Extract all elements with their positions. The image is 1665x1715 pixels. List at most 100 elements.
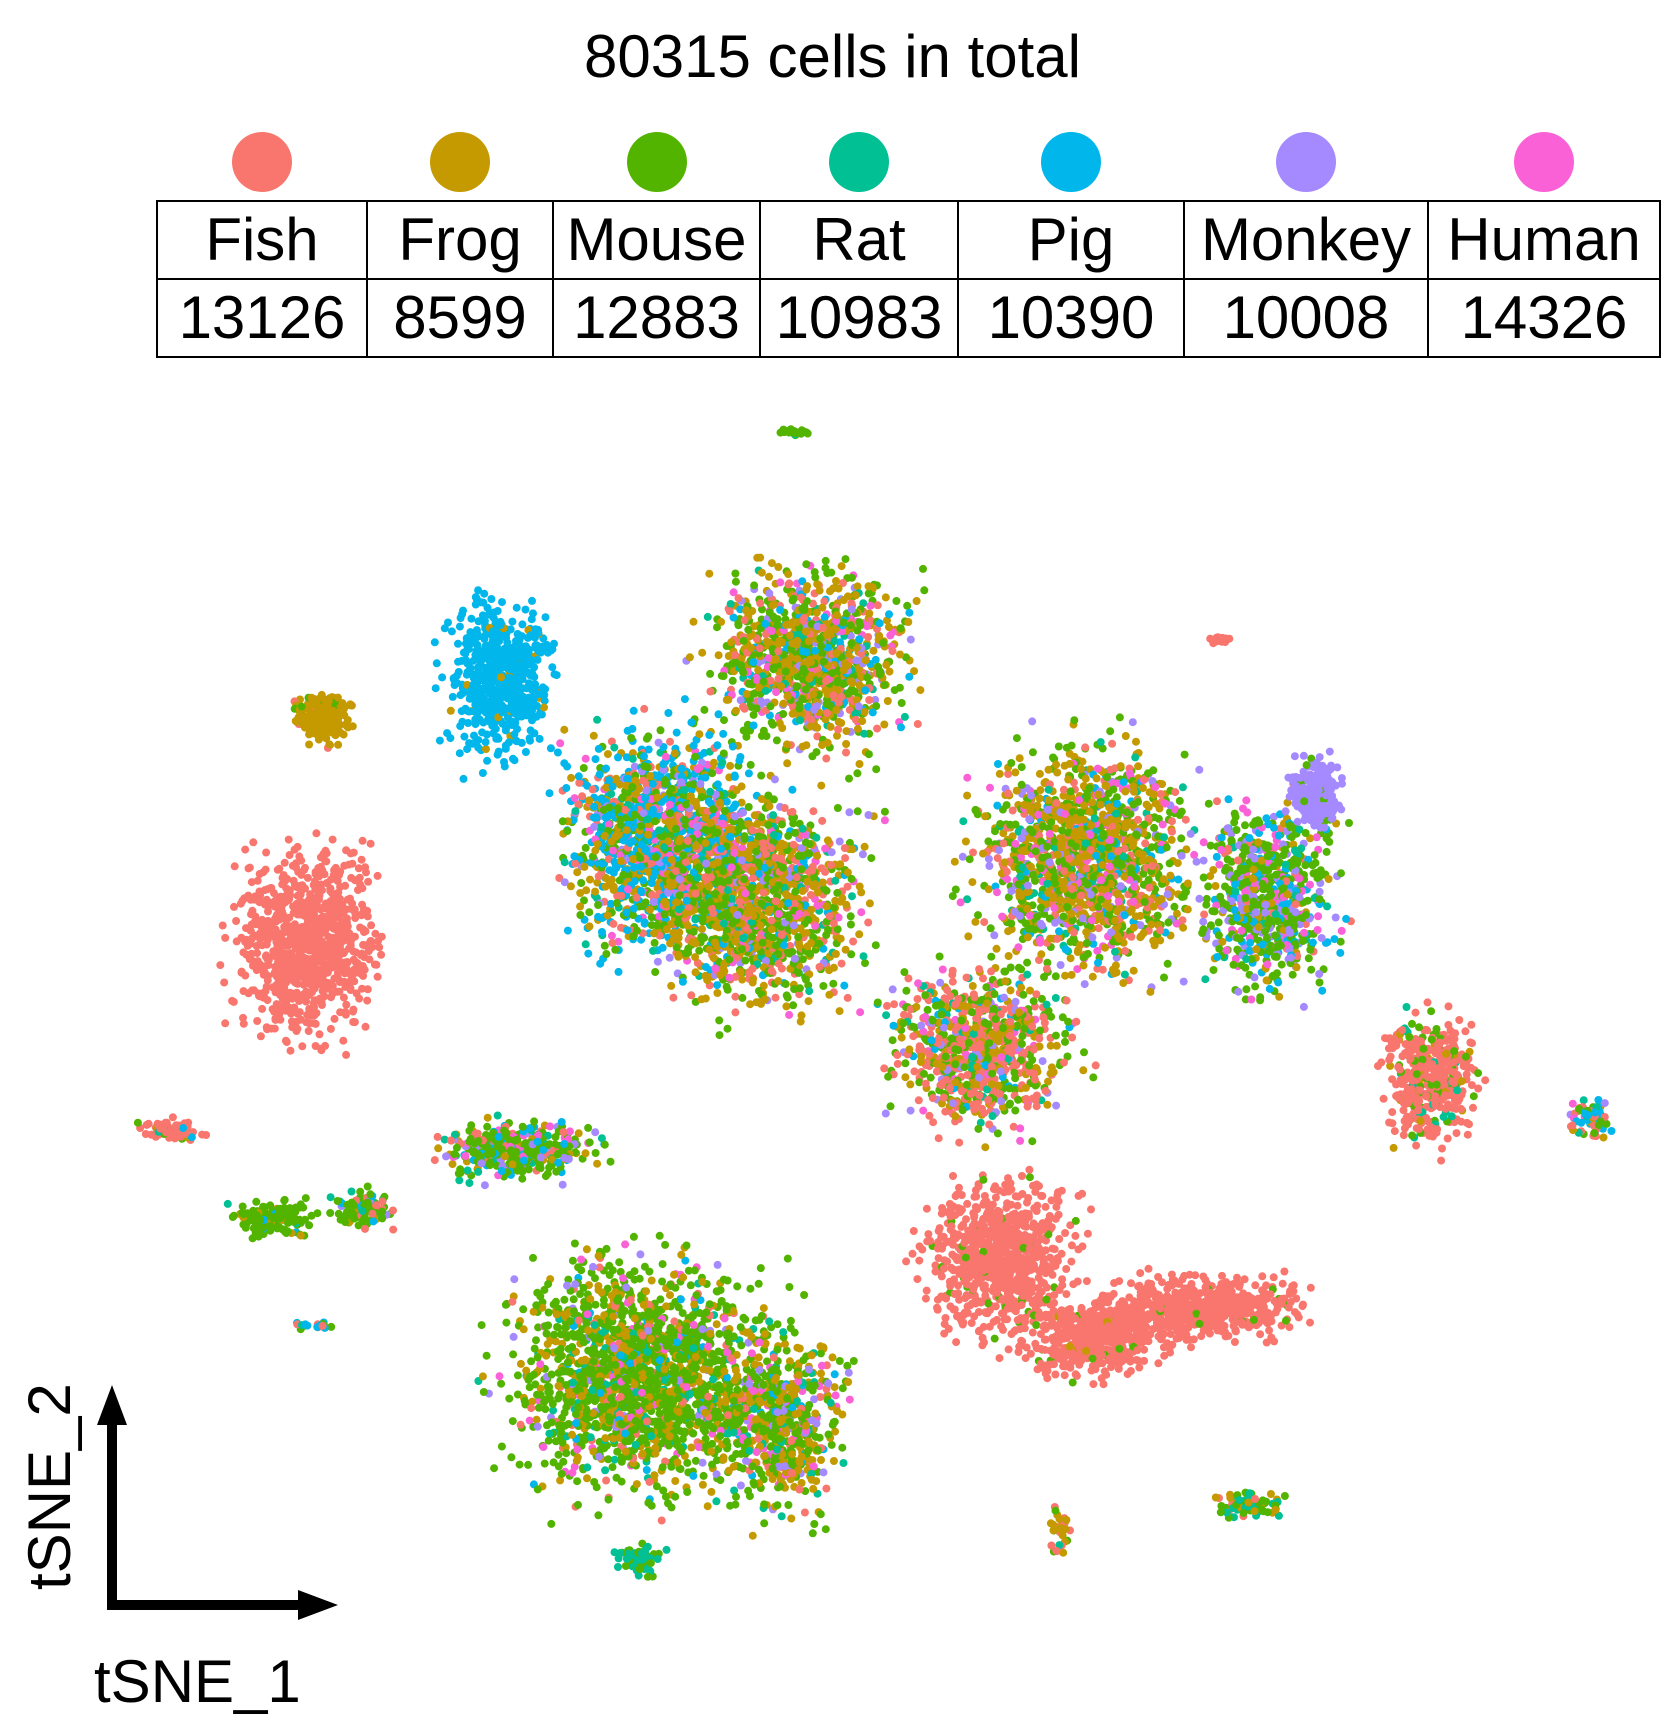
point-fish — [358, 901, 366, 909]
point-fish — [365, 955, 373, 963]
point-pig — [524, 634, 532, 642]
point-pig — [905, 609, 913, 617]
point-fish — [329, 895, 337, 903]
point-mouse — [709, 805, 717, 813]
point-pig — [454, 640, 462, 648]
point-mouse — [563, 827, 571, 835]
point-fish — [359, 925, 367, 933]
point-fish — [253, 1017, 261, 1025]
point-pig — [554, 749, 562, 757]
point-fish — [290, 960, 298, 968]
point-pig — [454, 658, 462, 666]
point-fish — [342, 846, 350, 854]
point-fish — [285, 1004, 293, 1012]
point-fish — [272, 938, 280, 946]
point-frog — [698, 925, 706, 933]
point-rat — [860, 730, 868, 738]
point-pig — [641, 918, 649, 926]
point-mouse — [747, 761, 755, 769]
point-frog — [916, 686, 924, 694]
point-fish — [260, 994, 268, 1002]
point-frog — [582, 886, 590, 894]
point-fish — [259, 868, 267, 876]
point-frog — [591, 888, 599, 896]
point-pig — [483, 757, 491, 765]
point-frog — [856, 760, 864, 768]
point-human — [571, 794, 579, 802]
point-mouse — [715, 1016, 723, 1024]
point-fish — [823, 709, 831, 717]
point-fish — [274, 1007, 282, 1015]
point-pig — [905, 673, 913, 681]
point-fish — [337, 901, 345, 909]
point-pig — [729, 743, 737, 751]
point-pig — [514, 713, 522, 721]
point-frog — [338, 699, 346, 707]
point-frog — [617, 857, 625, 865]
point-pig — [486, 662, 494, 670]
point-frog — [594, 840, 602, 848]
point-mouse — [631, 811, 639, 819]
point-mouse — [760, 727, 768, 735]
point-fish — [219, 922, 227, 930]
point-fish — [327, 1025, 335, 1033]
point-pig — [563, 763, 571, 771]
point-fish — [822, 677, 830, 685]
point-frog — [732, 707, 740, 715]
point-pig — [498, 664, 506, 672]
point-fish — [310, 945, 318, 953]
point-rat — [681, 786, 689, 794]
point-fish — [258, 1005, 266, 1013]
point-fish — [355, 864, 363, 872]
point-pig — [532, 644, 540, 652]
point-rat — [593, 716, 601, 724]
point-rat — [655, 827, 663, 835]
point-monkey — [676, 875, 684, 883]
point-fish — [358, 985, 366, 993]
point-fish — [350, 948, 358, 956]
point-fish — [377, 951, 385, 959]
point-frog — [540, 703, 548, 711]
point-mouse — [657, 726, 665, 734]
point-rat — [718, 759, 726, 767]
point-pig — [584, 950, 592, 958]
point-fish — [326, 911, 334, 919]
point-pig — [713, 741, 721, 749]
point-mouse — [881, 808, 889, 816]
point-mouse — [848, 574, 856, 582]
point-mouse — [737, 661, 745, 669]
point-fish — [264, 885, 272, 893]
point-pig — [598, 928, 606, 936]
point-frog — [880, 721, 888, 729]
point-frog — [813, 580, 821, 588]
point-rat — [762, 687, 770, 695]
point-fish — [316, 952, 324, 960]
point-frog — [644, 831, 652, 839]
point-rat — [805, 987, 813, 995]
point-fish — [292, 882, 300, 890]
point-mouse — [703, 827, 711, 835]
point-mouse — [619, 793, 627, 801]
point-frog — [705, 570, 713, 578]
point-pig — [457, 614, 465, 622]
point-fish — [340, 994, 348, 1002]
point-rat — [644, 815, 652, 823]
point-fish — [341, 983, 349, 991]
point-frog — [784, 570, 792, 578]
point-pig — [476, 715, 484, 723]
point-monkey — [852, 656, 860, 664]
point-fish — [774, 647, 782, 655]
point-frog — [772, 655, 780, 663]
point-rat — [561, 858, 569, 866]
point-frog — [842, 727, 850, 735]
point-frog — [885, 623, 893, 631]
point-human — [711, 965, 719, 973]
point-pig — [664, 709, 672, 717]
point-frog — [802, 586, 810, 594]
point-fish — [299, 923, 307, 931]
point-human — [776, 578, 784, 586]
point-fish — [342, 1051, 350, 1059]
point-fish — [313, 936, 321, 944]
point-frog — [710, 759, 718, 767]
point-fish — [307, 931, 315, 939]
